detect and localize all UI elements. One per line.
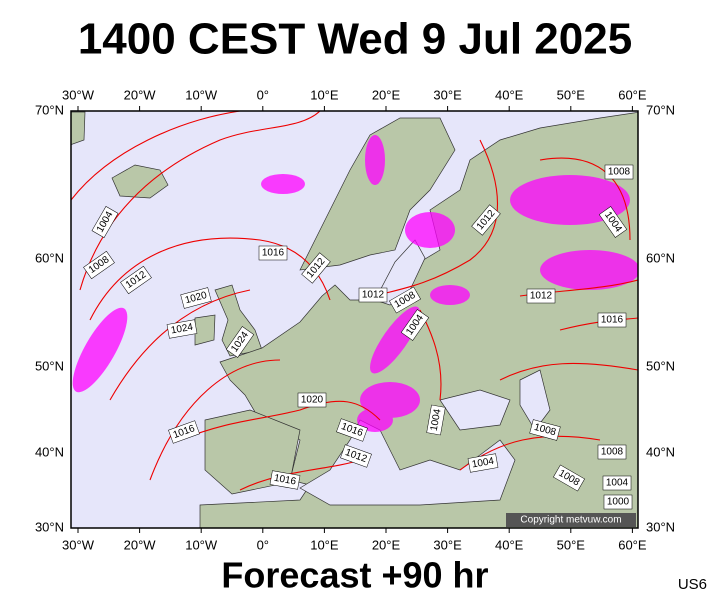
isobar-label: 1016 [601, 315, 624, 326]
isobar-label-box [83, 250, 115, 280]
lat-label-right: 60°N [646, 250, 675, 265]
isobar-label-box [597, 444, 627, 460]
lon-label-bottom: 30°E [433, 537, 462, 552]
isobar-label: 1004 [429, 408, 444, 432]
isobar-label: 1004 [471, 456, 495, 471]
isobar-label-box [297, 392, 327, 408]
isobar-label: 1024 [170, 322, 194, 337]
isobar-label-box [400, 309, 430, 341]
lat-label-left: 70°N [35, 102, 64, 117]
isobar-label-box [526, 288, 556, 304]
footer: Forecast +90 hr [221, 555, 488, 596]
isobar-label: 1008 [608, 167, 631, 178]
isobar-label-box [602, 475, 632, 491]
lon-label-bottom: 20°E [372, 537, 401, 552]
lon-label-top: 20°W [124, 87, 157, 102]
isobar-label-box [168, 420, 200, 444]
isobar-label-box [597, 312, 627, 328]
isobar-label-box [336, 418, 368, 442]
isobar-label: 1012 [362, 290, 385, 301]
lon-label-bottom: 30°W [62, 537, 95, 552]
isobar-label-box [467, 453, 499, 473]
code: US6 [678, 576, 707, 593]
lon-label-bottom: 60°E [618, 537, 647, 552]
isobar-label: 1000 [607, 497, 630, 508]
isobar-label: 1020 [301, 395, 324, 406]
isobar-label-box [225, 326, 255, 358]
isobar-label-box [120, 265, 152, 295]
isobar-label: 1008 [601, 447, 624, 458]
isobar-label-box [471, 204, 501, 236]
isobar-label-box [553, 464, 585, 492]
lon-label-bottom: 20°W [124, 537, 157, 552]
lon-label-top: 30°W [62, 87, 95, 102]
copyright: Copyright metvuw.com [520, 515, 621, 526]
lon-label-top: 40°E [495, 87, 524, 102]
isobar-label-box [166, 319, 198, 339]
copyright-box [506, 513, 636, 527]
lat-label-left: 50°N [35, 358, 64, 373]
isobar-label-box [358, 287, 388, 303]
isobar-label-box [269, 470, 301, 490]
lon-label-top: 0° [257, 87, 269, 102]
lon-label-top: 60°E [618, 87, 647, 102]
isobar-label-box [529, 419, 561, 441]
isobar-label-box [603, 494, 633, 510]
isobar-label: 1016 [262, 248, 285, 259]
title: 1400 CEST Wed 9 Jul 2025 [78, 15, 632, 64]
lon-label-bottom: 10°E [310, 537, 339, 552]
isobar-label: 1004 [606, 478, 629, 489]
isobar-label-box [389, 286, 421, 314]
isobar-label-box [598, 206, 628, 238]
lon-label-top: 10°E [310, 87, 339, 102]
isobar-label-box [91, 206, 119, 238]
lon-label-top: 20°E [372, 87, 401, 102]
lat-label-right: 70°N [646, 102, 675, 117]
isobar-label-box [604, 164, 634, 180]
isobar-label-box [180, 287, 212, 309]
lon-label-bottom: 10°W [185, 537, 218, 552]
isobar-label: 1012 [530, 291, 553, 302]
isobar-label: 1016 [273, 473, 297, 488]
inland-seas [299, 239, 551, 506]
lon-label-top: 50°E [557, 87, 586, 102]
lat-label-right: 50°N [646, 358, 675, 373]
lon-label-bottom: 0° [257, 537, 269, 552]
lat-label-left: 40°N [35, 444, 64, 459]
precipitation [72, 135, 638, 432]
lat-label-left: 30°N [35, 519, 64, 534]
isobar-label-box [426, 404, 446, 436]
lon-label-bottom: 50°E [557, 537, 586, 552]
lat-label-right: 30°N [646, 519, 675, 534]
lat-label-left: 60°N [35, 250, 64, 265]
lat-label-right: 40°N [646, 444, 675, 459]
isobar-label-box [258, 245, 288, 261]
lon-label-bottom: 40°E [495, 537, 524, 552]
map-area [71, 111, 638, 528]
isobar-label-box [301, 252, 331, 284]
isobar-label-box [340, 444, 372, 468]
lon-label-top: 30°E [433, 87, 462, 102]
lon-label-top: 10°W [185, 87, 218, 102]
map-frame [70, 110, 639, 529]
